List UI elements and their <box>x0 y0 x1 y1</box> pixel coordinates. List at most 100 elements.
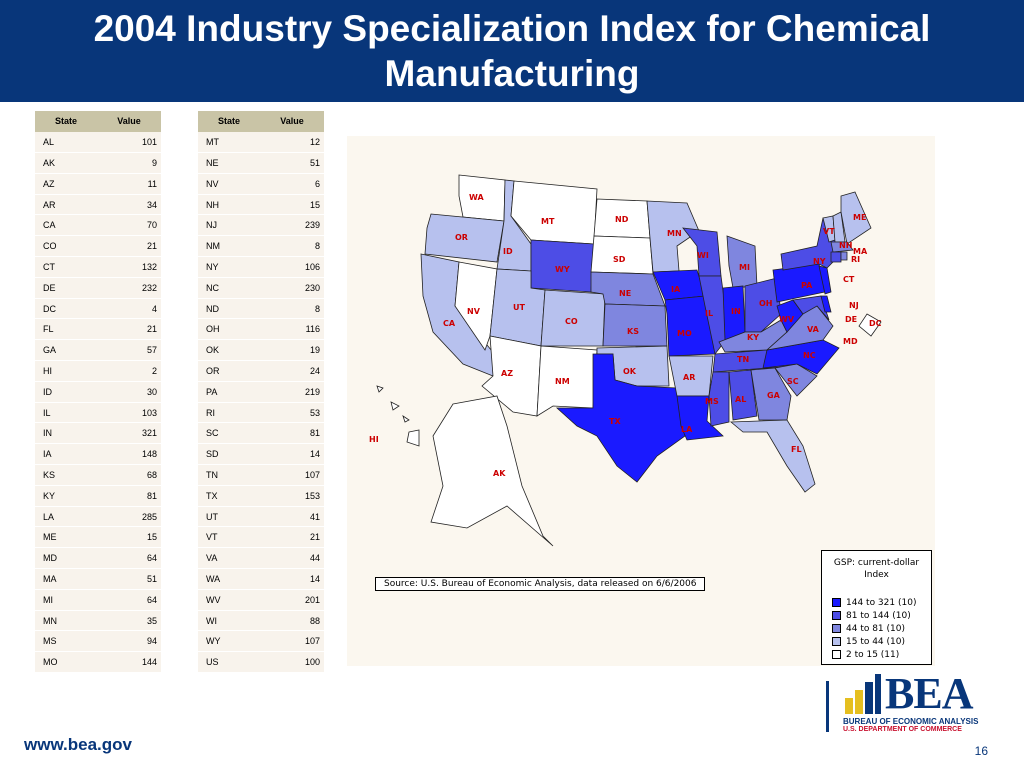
value-cell: 53 <box>260 402 324 424</box>
value-cell: 81 <box>97 485 161 507</box>
legend-row: 81 to 144 (10) <box>832 610 911 621</box>
state-cell: NM <box>198 235 260 258</box>
state-label-in: IN <box>731 307 741 316</box>
table-row: NM 8 <box>198 235 324 258</box>
value-cell: 88 <box>260 610 324 632</box>
state-cell: IA <box>35 443 97 466</box>
footer-url[interactable]: www.bea.gov <box>24 735 133 754</box>
value-cell: 239 <box>260 214 324 237</box>
state-label-wy: WY <box>555 265 570 274</box>
state-cell: FL <box>35 318 97 341</box>
state-cell: CA <box>35 214 97 237</box>
state-shape-nj <box>818 265 832 295</box>
value-cell: 230 <box>260 277 324 299</box>
state-shape-mi <box>726 235 758 289</box>
state-cell: MD <box>35 547 97 570</box>
state-label-va: VA <box>807 325 820 334</box>
state-cell: TX <box>198 485 260 507</box>
table-row: DE 232 <box>35 277 161 299</box>
value-cell: 9 <box>97 152 161 174</box>
table-row: ID 30 <box>35 381 161 403</box>
state-label-ok: OK <box>623 367 637 376</box>
legend-swatch <box>832 650 841 659</box>
legend-label: 81 to 144 (10) <box>846 610 911 621</box>
state-label-pa: PA <box>801 281 813 290</box>
value-cell: 51 <box>97 568 161 590</box>
state-shape-ga <box>750 367 792 421</box>
table-row: UT 41 <box>198 506 324 528</box>
value-cell: 11 <box>97 173 161 195</box>
value-cell: 19 <box>260 339 324 362</box>
table-row: OH 116 <box>198 318 324 341</box>
value-cell: 321 <box>97 422 161 445</box>
value-cell: 15 <box>97 526 161 549</box>
value-cell: 81 <box>260 422 324 445</box>
value-cell: 144 <box>97 651 161 674</box>
legend-swatch <box>832 637 841 646</box>
state-label-ca: CA <box>443 319 456 328</box>
legend-label: 144 to 321 (10) <box>846 597 917 608</box>
state-cell: NH <box>198 194 260 216</box>
state-cell: LA <box>35 506 97 528</box>
state-cell: VT <box>198 526 260 549</box>
table-row: MS 94 <box>35 630 161 653</box>
value-cell: 101 <box>97 131 161 154</box>
state-shape-tx <box>555 353 686 483</box>
state-shape-hi <box>376 385 420 447</box>
state-label-hi: HI <box>369 435 379 444</box>
state-label-nm: NM <box>555 377 570 386</box>
legend-swatch <box>832 611 841 620</box>
state-label-de: DE <box>845 315 857 324</box>
table-row: NJ 239 <box>198 214 324 237</box>
table-row: IN 321 <box>35 422 161 445</box>
value-cell: 8 <box>260 298 324 320</box>
state-label-la: LA <box>681 425 693 434</box>
us-choropleth-map: WA OR CA NV ID MT WY UT AZ CO NM ND SD NE KS OK TX MN IA MO… <box>369 174 882 547</box>
column-header-value: Value <box>97 111 161 132</box>
state-value-table-left: State Value AL 101 AK 9 AZ 11 AR 34 CA 70 CO 21 CT 13… <box>35 111 161 674</box>
state-cell: DC <box>35 298 97 320</box>
state-cell: MA <box>35 568 97 590</box>
state-label-ky: KY <box>747 333 759 342</box>
state-label-co: CO <box>565 317 578 326</box>
state-cell: IL <box>35 402 97 424</box>
state-cell: NV <box>198 173 260 195</box>
source-note: Source: U.S. Bureau of Economic Analysis… <box>375 577 705 591</box>
state-label-ut: UT <box>513 303 525 312</box>
value-cell: 44 <box>260 547 324 570</box>
state-label-wv: WV <box>779 315 795 324</box>
state-label-ct: CT <box>843 275 855 284</box>
state-cell: AZ <box>35 173 97 195</box>
state-cell: AK <box>35 152 97 174</box>
state-cell: DE <box>35 277 97 299</box>
state-shape-al <box>728 369 758 421</box>
table-row: OK 19 <box>198 339 324 362</box>
state-shape-or <box>424 213 505 263</box>
value-cell: 94 <box>97 630 161 653</box>
table-row: KY 81 <box>35 485 161 507</box>
value-cell: 51 <box>260 152 324 174</box>
table-row: WI 88 <box>198 610 324 632</box>
table-row: CA 70 <box>35 214 161 237</box>
state-label-sc: SC <box>787 377 799 386</box>
table-row: KS 68 <box>35 464 161 486</box>
value-cell: 116 <box>260 318 324 341</box>
table-row: MN 35 <box>35 610 161 632</box>
table-row: NY 106 <box>198 256 324 278</box>
state-shape-fl <box>729 419 816 493</box>
state-label-ar: AR <box>683 373 695 382</box>
value-cell: 57 <box>97 339 161 362</box>
state-shape-ak <box>430 395 554 547</box>
state-label-me: ME <box>853 213 866 222</box>
state-cell: TN <box>198 464 260 486</box>
state-cell: GA <box>35 339 97 362</box>
footer-divider <box>826 681 829 732</box>
page-number: 16 <box>974 744 988 758</box>
table-row: AR 34 <box>35 194 161 216</box>
table-row: CT 132 <box>35 256 161 278</box>
value-cell: 103 <box>97 402 161 424</box>
table-row: MO 144 <box>35 651 161 674</box>
legend-row: 44 to 81 (10) <box>832 623 905 634</box>
state-cell: NE <box>198 152 260 174</box>
state-label-il: IL <box>705 309 713 318</box>
